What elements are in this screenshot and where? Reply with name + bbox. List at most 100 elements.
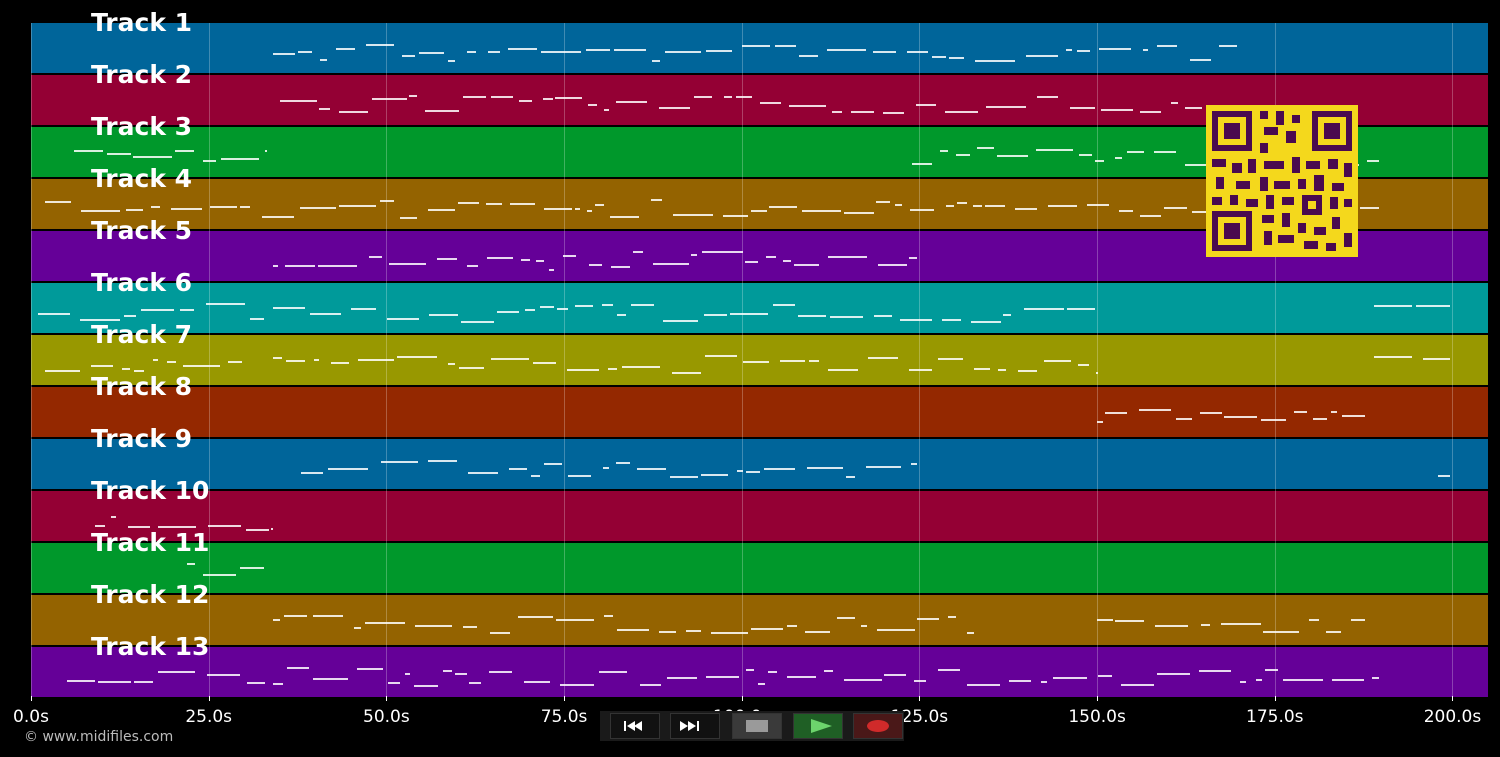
- midi-note: [751, 628, 783, 631]
- midi-note: [844, 211, 874, 214]
- midi-note: [388, 263, 426, 266]
- midi-note: [351, 308, 377, 311]
- midi-note: [1138, 408, 1171, 411]
- midi-note: [1037, 96, 1058, 99]
- midi-note: [460, 320, 494, 323]
- midi-note: [1153, 151, 1177, 154]
- midi-note: [653, 262, 689, 265]
- midi-note: [631, 304, 655, 307]
- midi-note: [787, 625, 798, 628]
- midi-note: [1121, 683, 1154, 686]
- midi-note: [554, 96, 582, 99]
- midi-note: [949, 56, 965, 59]
- midi-note: [339, 110, 368, 113]
- midi-note: [1066, 308, 1096, 311]
- midi-note: [650, 199, 662, 202]
- midi-note: [90, 364, 113, 367]
- midi-note: [202, 160, 216, 163]
- midi-note: [1184, 164, 1222, 167]
- midi-note: [850, 111, 874, 114]
- midi-note: [742, 361, 769, 364]
- track-lane: [31, 335, 1488, 387]
- midi-note: [884, 673, 907, 676]
- midi-note: [227, 361, 243, 364]
- rewind-icon: [624, 721, 642, 731]
- midi-note: [895, 203, 903, 206]
- midi-note: [1189, 58, 1212, 61]
- midi-note: [157, 670, 196, 673]
- midi-note: [736, 469, 743, 472]
- midi-note: [458, 366, 485, 369]
- midi-note: [974, 367, 990, 370]
- midi-note: [917, 617, 940, 620]
- midi-note: [437, 257, 457, 260]
- midi-note: [1053, 676, 1087, 679]
- record-button[interactable]: [853, 713, 903, 739]
- midi-note: [187, 563, 196, 566]
- midi-note: [170, 208, 203, 211]
- midi-note: [409, 95, 418, 98]
- midi-note: [867, 357, 898, 360]
- fast-forward-button[interactable]: [670, 713, 720, 739]
- midi-note: [1048, 205, 1078, 208]
- midi-note: [691, 254, 697, 257]
- midi-note: [457, 201, 480, 204]
- tick-label: 50.0s: [363, 707, 410, 727]
- midi-note: [490, 96, 514, 99]
- midi-note: [585, 48, 611, 51]
- midi-note: [805, 631, 830, 633]
- midi-note: [774, 44, 796, 47]
- midi-note: [127, 525, 150, 528]
- midi-note: [1098, 675, 1113, 678]
- midi-note: [509, 202, 536, 205]
- midi-note: [312, 615, 343, 618]
- midi-note: [380, 199, 395, 202]
- midi-note: [705, 50, 733, 53]
- midi-note: [1015, 208, 1037, 211]
- midi-note: [250, 317, 264, 320]
- midi-note: [1219, 45, 1238, 48]
- midi-note: [1350, 619, 1366, 622]
- midi-note: [1341, 414, 1366, 417]
- track-label: Track 3: [91, 112, 193, 141]
- midi-note: [1044, 359, 1072, 362]
- track-lane: [31, 595, 1488, 647]
- play-button[interactable]: [793, 713, 843, 739]
- midi-note: [1261, 419, 1286, 422]
- tick-label: 150.0s: [1068, 707, 1126, 727]
- midi-note: [386, 318, 419, 321]
- midi-note: [468, 472, 498, 474]
- midi-note: [1359, 206, 1380, 209]
- midi-note: [932, 56, 946, 59]
- midi-note: [463, 625, 478, 628]
- midi-note: [1200, 623, 1210, 626]
- rewind-button[interactable]: [610, 713, 660, 739]
- midi-note: [1077, 50, 1091, 53]
- midi-note: [1002, 314, 1012, 317]
- fast-forward-icon: [680, 721, 699, 731]
- midi-note: [428, 208, 456, 211]
- midi-note: [906, 50, 928, 53]
- track-label: Track 2: [91, 60, 193, 89]
- midi-note: [106, 152, 131, 155]
- midi-note: [509, 468, 527, 471]
- midi-note: [1023, 307, 1064, 310]
- track-lane: [31, 491, 1488, 543]
- midi-note: [239, 567, 264, 570]
- midi-note: [701, 251, 743, 254]
- midi-note: [744, 261, 758, 264]
- midi-note: [180, 308, 195, 311]
- midi-note: [1240, 681, 1246, 684]
- stop-icon: [746, 720, 768, 732]
- copyright-notice: © www.midifiles.com: [24, 729, 174, 745]
- midi-note: [466, 50, 477, 53]
- midi-note: [829, 315, 864, 318]
- tick-label: 200.0s: [1423, 707, 1482, 727]
- midi-note: [1184, 106, 1202, 109]
- midi-note: [400, 216, 418, 219]
- piano-roll: Track 1 Track 2 Track 3 Track 4 Track 5 Track…: [31, 10, 1488, 699]
- stop-button[interactable]: [732, 713, 782, 739]
- track-lane: [31, 283, 1488, 335]
- midi-note: [66, 680, 96, 683]
- track-label: Track 11: [91, 528, 210, 557]
